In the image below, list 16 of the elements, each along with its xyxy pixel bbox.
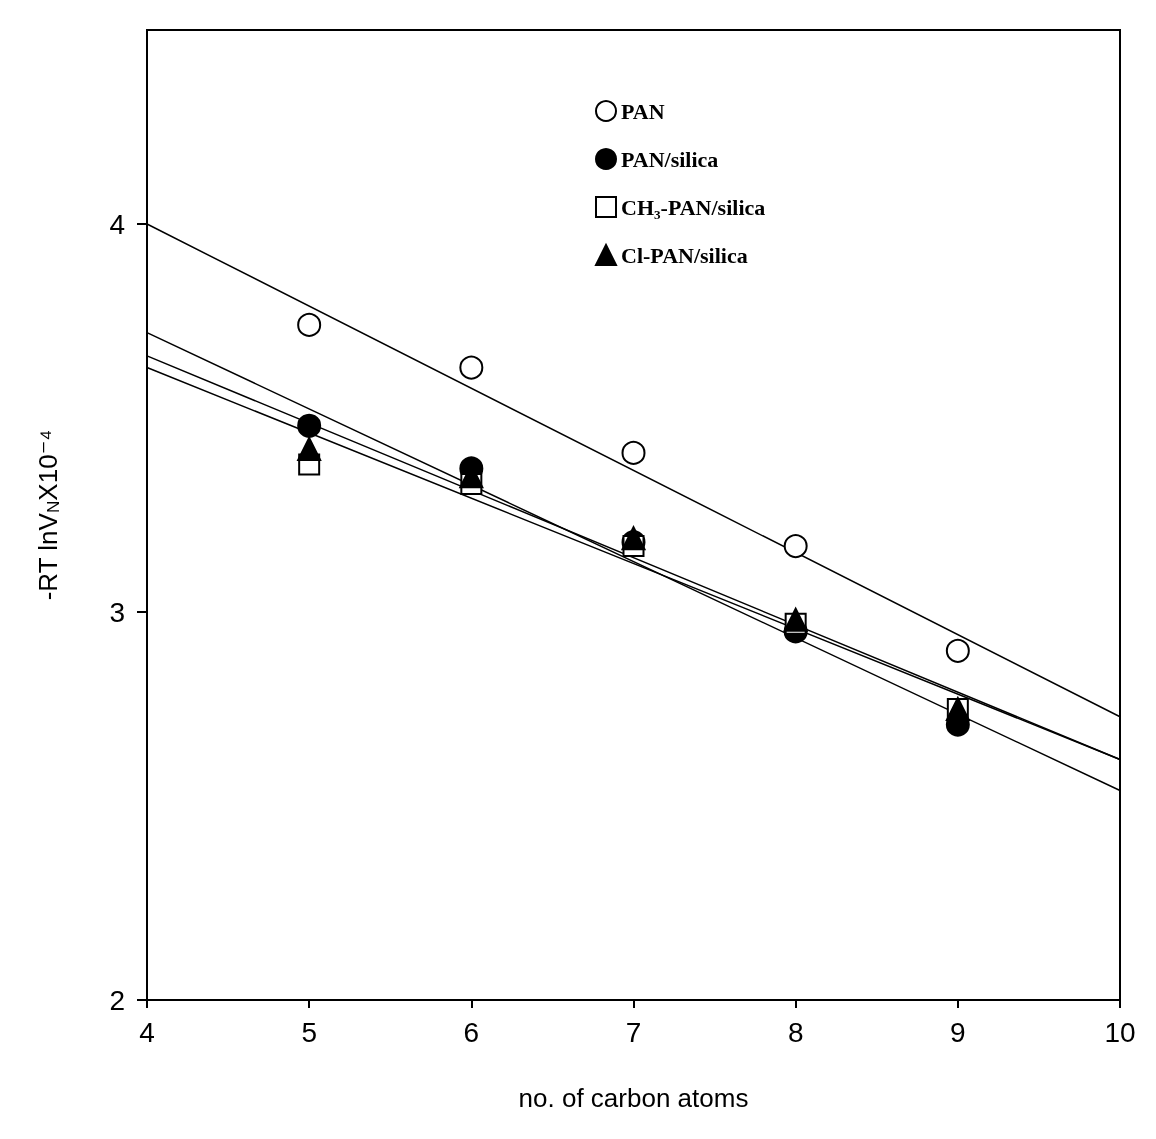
x-axis-title: no. of carbon atoms bbox=[518, 1083, 749, 1113]
legend-label: PAN/silica bbox=[621, 146, 719, 172]
legend-label: CH₃-PAN/silica bbox=[621, 194, 766, 220]
y-axis-title: -RT lnVNX10⁻⁴ bbox=[32, 429, 63, 601]
x-tick-label: 7 bbox=[625, 1016, 642, 1048]
x-tick-label: 5 bbox=[301, 1016, 317, 1048]
x-tick-label: 4 bbox=[139, 1016, 155, 1048]
x-tick-label: 9 bbox=[950, 1016, 966, 1048]
x-tick-label: 6 bbox=[463, 1016, 480, 1048]
x-tick-label: 8 bbox=[787, 1016, 804, 1048]
legend-label: Cl-PAN/silica bbox=[621, 242, 748, 268]
y-tick-label: 4 bbox=[109, 208, 125, 240]
y-tick-label: 3 bbox=[109, 596, 125, 628]
y-tick-label: 2 bbox=[109, 984, 125, 1016]
x-tick-label: 10 bbox=[1104, 1016, 1136, 1048]
legend-label: PAN bbox=[621, 98, 665, 124]
